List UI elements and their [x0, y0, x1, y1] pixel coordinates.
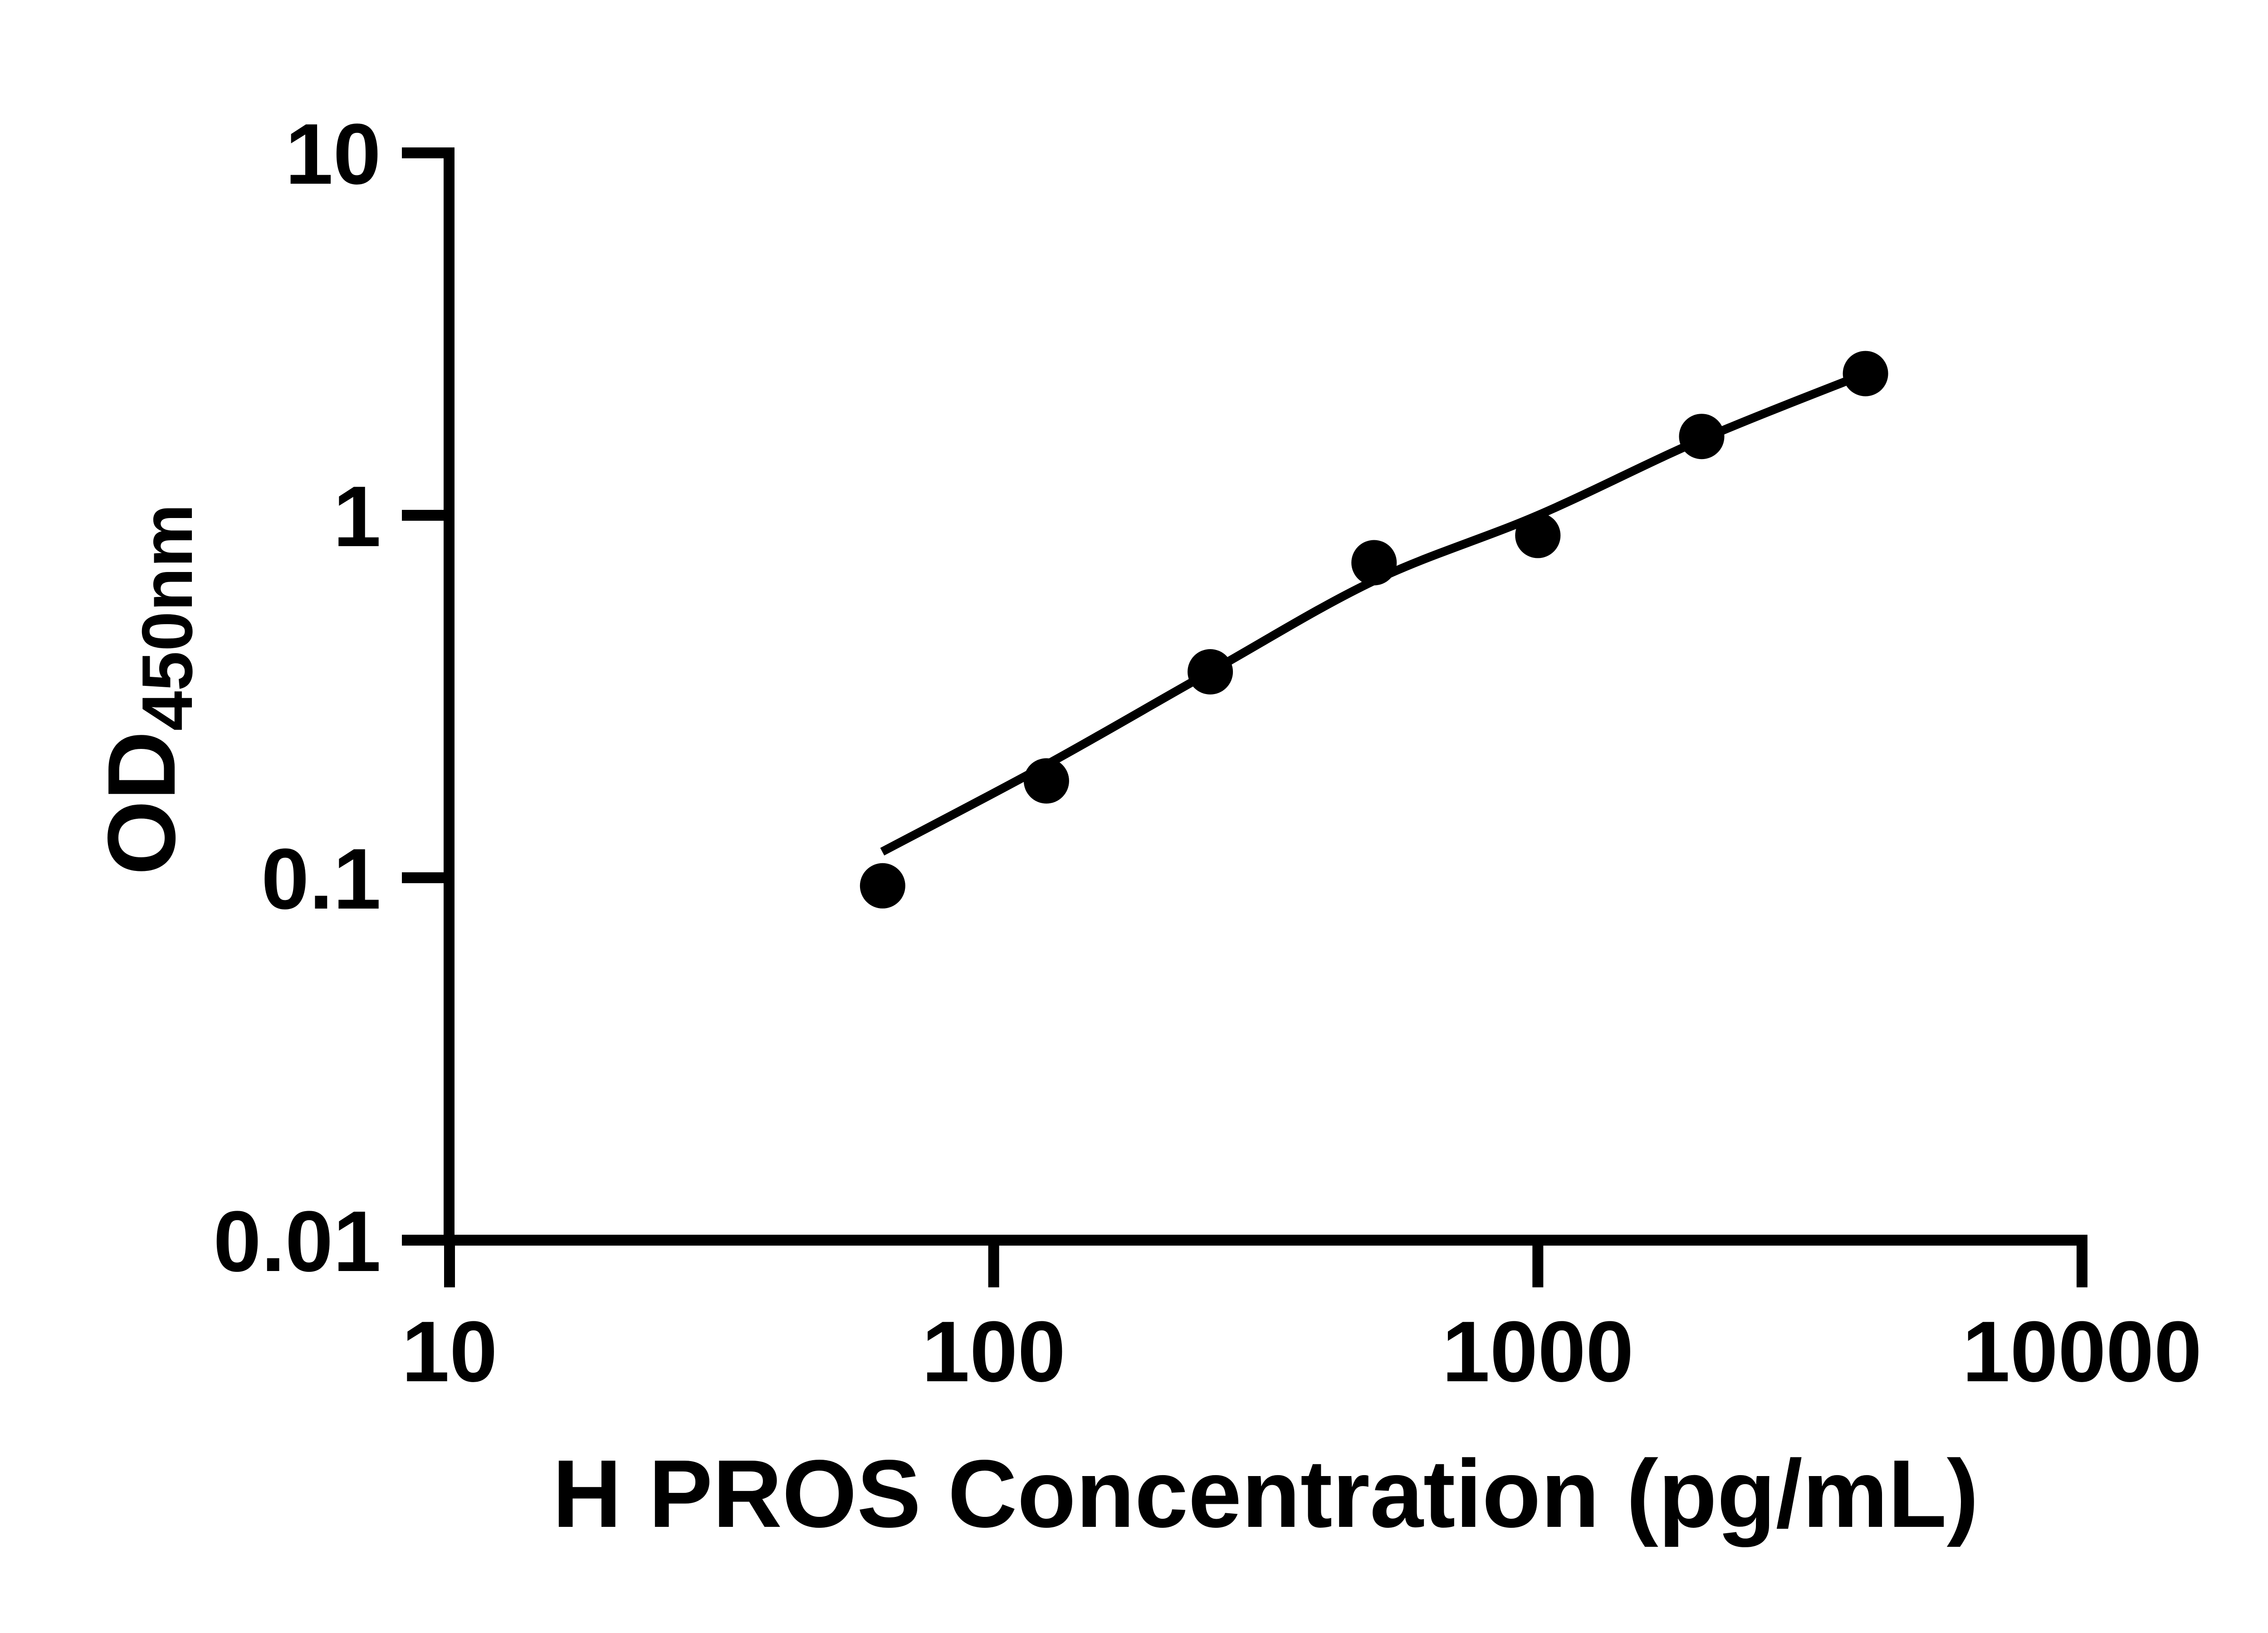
y-axis: 10 1 0.1 0.01: [213, 106, 455, 1290]
x-axis-ticks: [444, 1246, 2088, 1287]
data-point: [1843, 351, 1888, 396]
y-axis-title: OD450nm: [88, 504, 207, 875]
data-point-series: [860, 351, 1888, 909]
y-axis-ticks: [402, 147, 444, 1246]
x-axis: 10 100 1000 10000: [401, 1235, 2202, 1400]
y-axis-title-subscript: 450nm: [127, 504, 207, 731]
data-point: [1679, 414, 1725, 460]
data-point: [1023, 758, 1069, 804]
x-tick-label: 10: [401, 1304, 497, 1400]
y-axis-tick-labels: 10 1 0.1 0.01: [213, 106, 381, 1290]
x-tick-label: 100: [922, 1304, 1066, 1400]
data-point: [860, 863, 905, 909]
data-point: [1351, 540, 1397, 586]
y-tick-label: 1: [333, 469, 381, 565]
data-point: [1515, 513, 1561, 558]
y-axis-title-main: OD: [88, 731, 195, 875]
data-point: [1188, 649, 1233, 694]
y-tick-label: 0.1: [261, 831, 381, 927]
y-tick-label: 0.01: [213, 1193, 381, 1290]
x-axis-title: H PROS Concentration (pg/mL): [552, 1440, 1979, 1547]
x-axis-tick-labels: 10 100 1000 10000: [401, 1304, 2202, 1400]
y-tick-label: 10: [285, 106, 381, 202]
x-tick-label: 1000: [1442, 1304, 1634, 1400]
x-tick-label: 10000: [1962, 1304, 2202, 1400]
